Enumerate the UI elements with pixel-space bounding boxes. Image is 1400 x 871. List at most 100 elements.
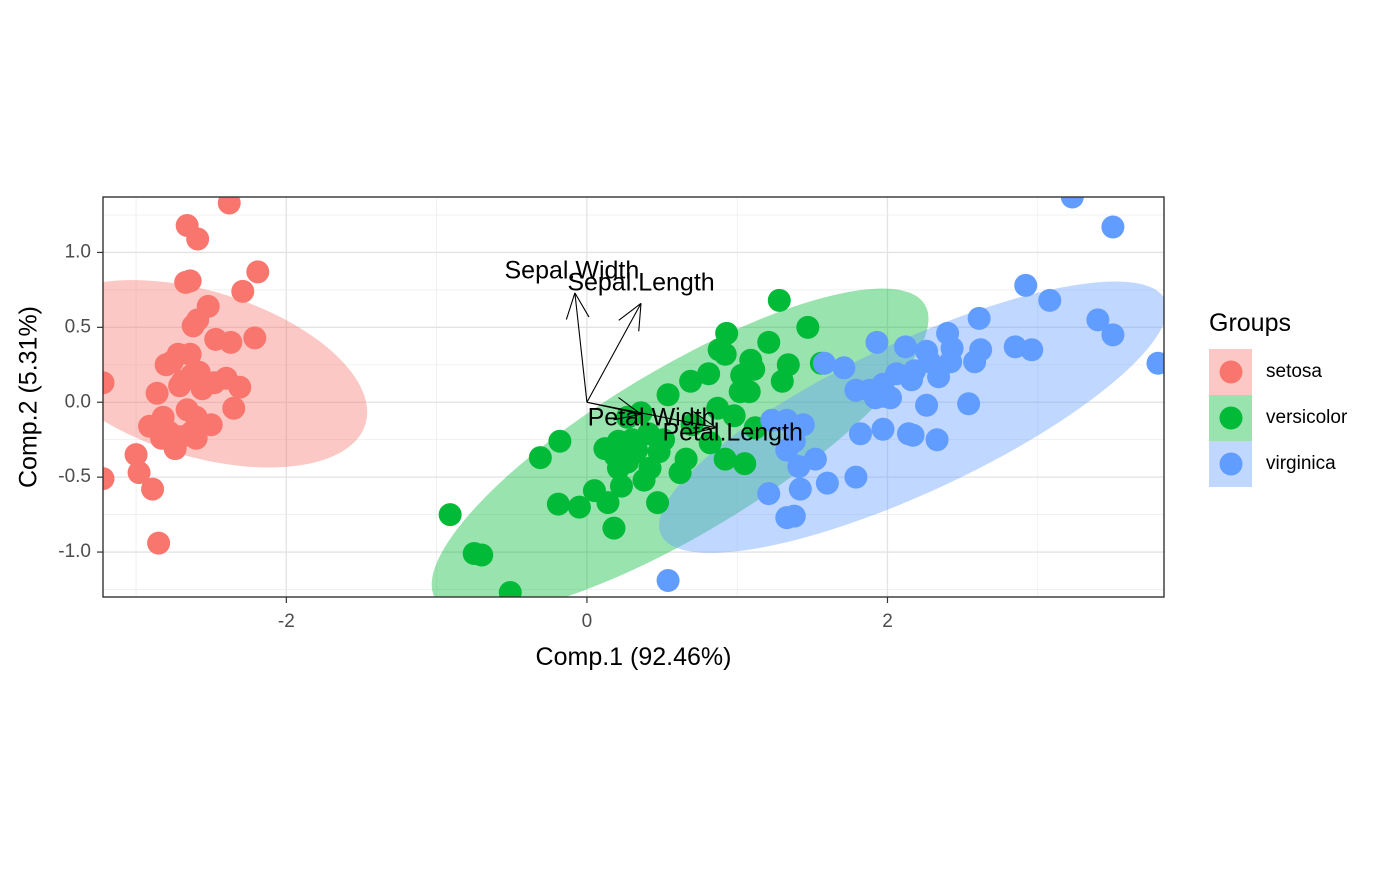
- point-setosa: [103, 371, 115, 395]
- point-virginica: [963, 350, 987, 374]
- point-setosa: [214, 366, 238, 390]
- y-tick-label: -1.0: [58, 541, 91, 562]
- point-virginica: [865, 330, 889, 354]
- data-points: [103, 197, 1164, 597]
- point-virginica: [967, 306, 991, 330]
- x-tick-label: 0: [582, 611, 593, 632]
- point-setosa: [190, 377, 214, 401]
- point-versicolor: [722, 404, 746, 428]
- point-virginica: [900, 368, 924, 392]
- point-versicolor: [796, 315, 820, 339]
- legend-point: [1219, 452, 1243, 476]
- point-setosa: [168, 374, 192, 398]
- legend-label: versicolor: [1266, 407, 1348, 428]
- point-virginica: [957, 392, 981, 416]
- point-versicolor: [632, 468, 656, 492]
- legend-title: Groups: [1209, 309, 1291, 337]
- point-virginica: [1146, 351, 1164, 375]
- point-virginica: [1038, 288, 1062, 312]
- point-setosa: [163, 437, 187, 461]
- point-setosa: [145, 381, 169, 405]
- point-versicolor: [668, 461, 692, 485]
- point-versicolor: [757, 330, 781, 354]
- legend-label: setosa: [1266, 361, 1322, 382]
- point-virginica: [1020, 338, 1044, 362]
- point-versicolor: [609, 474, 633, 498]
- point-virginica: [757, 482, 781, 506]
- point-versicolor: [698, 431, 722, 455]
- point-setosa: [147, 531, 171, 555]
- loading-label: Sepal.Length: [567, 269, 714, 297]
- point-versicolor: [707, 338, 731, 362]
- point-virginica: [832, 356, 856, 380]
- point-virginica: [775, 506, 799, 530]
- point-versicolor: [546, 492, 570, 516]
- point-setosa: [178, 342, 202, 366]
- point-versicolor: [742, 357, 766, 381]
- point-versicolor: [770, 369, 794, 393]
- point-virginica: [894, 335, 918, 359]
- point-setosa: [160, 350, 184, 374]
- point-setosa: [124, 443, 148, 467]
- legend-item-virginica: virginica: [1209, 441, 1336, 487]
- point-setosa: [199, 413, 223, 437]
- plot-panel-border: [102, 196, 1165, 598]
- point-virginica: [915, 393, 939, 417]
- point-versicolor: [767, 288, 791, 312]
- point-virginica: [1101, 215, 1125, 239]
- point-versicolor: [733, 452, 757, 476]
- point-setosa: [217, 197, 241, 215]
- x-tick-label: 2: [882, 611, 893, 632]
- x-tick-label: -2: [278, 611, 295, 632]
- point-versicolor: [548, 429, 572, 453]
- point-versicolor: [680, 413, 704, 437]
- point-setosa: [184, 426, 208, 450]
- point-setosa: [246, 260, 270, 284]
- point-virginica: [775, 438, 799, 462]
- loading-arrow-Sepal.Width: [565, 292, 590, 403]
- point-setosa: [181, 314, 205, 338]
- point-virginica: [901, 423, 925, 447]
- point-setosa: [103, 467, 115, 491]
- point-versicolor: [438, 503, 462, 527]
- axes: -2 0 2 -1.0 -0.5 0.0 0.5 1.0 Comp.1 (92.46%) Comp…: [15, 241, 893, 671]
- point-virginica: [656, 569, 680, 593]
- point-virginica: [844, 465, 868, 489]
- y-tick-label: 0.0: [65, 391, 91, 412]
- point-setosa: [141, 477, 165, 501]
- point-virginica: [1101, 323, 1125, 347]
- x-axis-label: Comp.1 (92.46%): [536, 643, 732, 671]
- y-axis-label: Comp.2 (5.31%): [15, 306, 43, 488]
- point-versicolor: [646, 491, 670, 515]
- point-virginica: [878, 386, 902, 410]
- point-setosa: [222, 396, 246, 420]
- legend-point: [1219, 406, 1243, 430]
- point-setosa: [174, 270, 198, 294]
- point-versicolor: [528, 446, 552, 470]
- point-virginica: [1086, 308, 1110, 332]
- legend-point: [1219, 360, 1243, 384]
- y-tick-label: 0.5: [65, 316, 91, 337]
- point-virginica: [925, 428, 949, 452]
- point-versicolor: [679, 369, 703, 393]
- point-versicolor: [737, 380, 761, 404]
- point-versicolor: [713, 447, 737, 471]
- loading-label: Petal.Length: [662, 418, 802, 446]
- point-virginica: [788, 477, 812, 501]
- point-versicolor: [656, 383, 680, 407]
- point-setosa: [243, 326, 267, 350]
- point-versicolor: [470, 543, 494, 567]
- loading-label: Sepal.Width: [504, 257, 639, 285]
- point-setosa: [204, 327, 228, 351]
- loading-arrow-Sepal.Length: [586, 302, 642, 403]
- legend-label: virginica: [1266, 453, 1336, 474]
- point-setosa: [231, 279, 255, 303]
- point-setosa: [127, 461, 151, 485]
- legend-item-setosa: setosa: [1209, 349, 1322, 395]
- point-versicolor: [498, 581, 522, 597]
- y-tick-label: 1.0: [65, 241, 91, 262]
- point-versicolor: [697, 362, 721, 386]
